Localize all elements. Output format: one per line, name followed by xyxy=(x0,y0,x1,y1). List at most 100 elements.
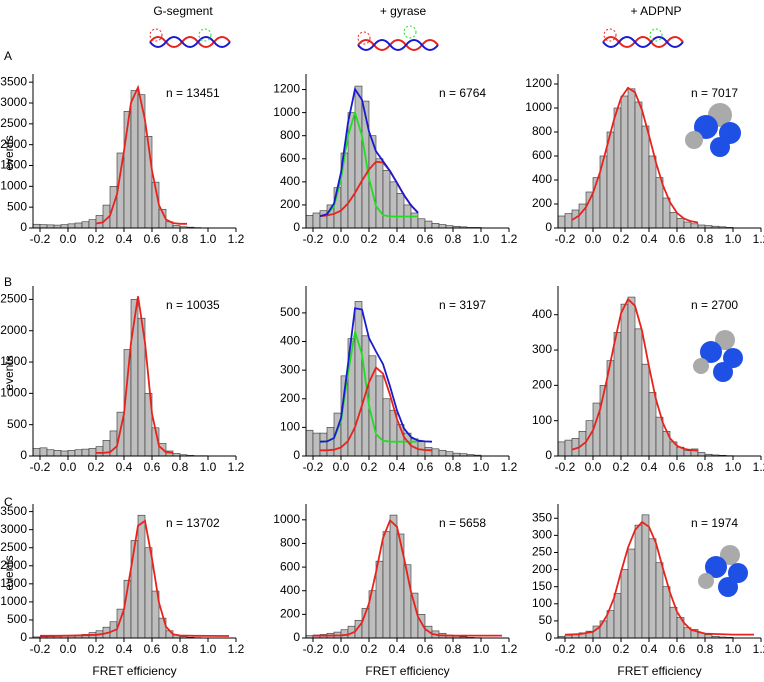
histogram-bar xyxy=(396,193,405,229)
y-tick-label: 2500 xyxy=(0,116,27,130)
y-tick-label: 600 xyxy=(532,148,552,162)
histogram-bar xyxy=(305,429,314,457)
histogram-bar xyxy=(704,634,713,639)
x-tick-label: 1.2 xyxy=(753,232,764,246)
annotation: n = 5658 xyxy=(439,516,486,530)
histogram-bar xyxy=(620,569,629,639)
histogram-bar xyxy=(669,212,678,229)
y-tick-label: 200 xyxy=(532,196,552,210)
x-tick-label: 0.2 xyxy=(613,460,630,474)
y-tick-label: 0 xyxy=(293,630,300,644)
x-tick-label: 0.6 xyxy=(417,232,434,246)
histogram-bar xyxy=(361,100,370,229)
histogram-bar xyxy=(613,593,622,639)
x-tick-label: 0.4 xyxy=(641,642,658,656)
x-tick-label: -0.2 xyxy=(30,642,51,656)
histogram-bar xyxy=(88,219,97,229)
y-tick-label: 500 xyxy=(7,417,27,431)
y-tick-label: 100 xyxy=(280,420,300,434)
histogram-bar xyxy=(634,524,643,639)
histogram-bar xyxy=(305,215,314,229)
x-tick-label: 0.4 xyxy=(116,460,133,474)
x-tick-label: 1.0 xyxy=(200,642,217,656)
histogram-bar xyxy=(648,155,657,229)
x-tick-label: 1.0 xyxy=(725,232,742,246)
x-tick-label: 0.0 xyxy=(60,232,77,246)
x-tick-label: 0.6 xyxy=(144,232,161,246)
histogram-bar xyxy=(88,448,97,457)
histogram-bar xyxy=(648,392,657,457)
row-label: B xyxy=(4,275,12,289)
y-tick-label: 3000 xyxy=(0,95,27,109)
histogram-bar xyxy=(676,218,685,229)
histogram-bar xyxy=(641,514,650,639)
y-tick-label: 800 xyxy=(280,128,300,142)
x-tick-label: 1.2 xyxy=(501,232,518,246)
x-tick-label: 0.0 xyxy=(60,642,77,656)
y-tick-label: 1000 xyxy=(0,179,27,193)
y-tick-label: 400 xyxy=(532,307,552,321)
x-tick-label: 1.0 xyxy=(473,642,490,656)
x-tick-label: 1.0 xyxy=(725,642,742,656)
histogram-bar xyxy=(438,449,447,457)
x-tick-label: 0.0 xyxy=(333,232,350,246)
x-tick-label: 1.2 xyxy=(228,232,245,246)
y-tick-label: 400 xyxy=(532,172,552,186)
x-axis-label: FRET efficiency xyxy=(617,664,701,678)
y-tick-label: 800 xyxy=(280,536,300,550)
x-tick-label: 0.0 xyxy=(333,642,350,656)
annotation: n = 1974 xyxy=(691,516,738,530)
x-tick-label: 0.6 xyxy=(417,642,434,656)
histogram-bar xyxy=(683,450,692,457)
histogram-bar xyxy=(431,448,440,457)
x-tick-label: 0.8 xyxy=(172,642,189,656)
row-label: C xyxy=(4,495,13,509)
x-tick-label: 0.6 xyxy=(669,642,686,656)
fit-curve xyxy=(571,86,699,224)
histogram-bar xyxy=(67,450,76,457)
y-tick-label: 1200 xyxy=(525,76,552,90)
y-tick-label: 400 xyxy=(280,174,300,188)
x-tick-label: 1.0 xyxy=(200,232,217,246)
x-tick-label: 0.2 xyxy=(88,460,105,474)
histogram-bar xyxy=(46,449,55,457)
x-tick-label: 0.6 xyxy=(144,642,161,656)
y-tick-label: 1500 xyxy=(0,576,27,590)
x-tick-label: 0.6 xyxy=(144,460,161,474)
x-tick-label: 0.8 xyxy=(172,460,189,474)
histogram-bar xyxy=(585,420,594,457)
y-tick-label: 200 xyxy=(280,197,300,211)
y-tick-label: 600 xyxy=(280,559,300,573)
histogram-bar xyxy=(620,95,629,229)
histogram-bar xyxy=(319,210,328,229)
x-tick-label: 0.0 xyxy=(585,232,602,246)
histogram-bar xyxy=(95,446,104,457)
y-tick-label: 300 xyxy=(532,342,552,356)
histogram-bar xyxy=(74,449,83,457)
y-tick-label: 2000 xyxy=(0,323,27,337)
histogram-bar xyxy=(613,107,622,229)
y-axis-label: events xyxy=(2,355,16,390)
histogram-bar xyxy=(375,375,384,457)
y-tick-label: 500 xyxy=(7,199,27,213)
x-axis-label: FRET efficiency xyxy=(92,664,176,678)
y-tick-label: 600 xyxy=(280,151,300,165)
x-tick-label: 0.2 xyxy=(361,232,378,246)
histogram-bar xyxy=(137,514,146,639)
y-tick-label: 3500 xyxy=(0,74,27,88)
y-tick-label: 1500 xyxy=(0,158,27,172)
histogram-bar xyxy=(354,301,363,457)
histogram-bar xyxy=(557,441,566,457)
histogram-bar xyxy=(375,158,384,229)
x-tick-label: 0.2 xyxy=(88,232,105,246)
histogram-bar xyxy=(53,450,62,457)
y-tick-label: 0 xyxy=(293,448,300,462)
histogram-bar xyxy=(319,432,328,457)
x-tick-label: 0.6 xyxy=(669,460,686,474)
x-tick-label: 1.2 xyxy=(228,460,245,474)
histogram-bar xyxy=(431,223,440,229)
fit-curve xyxy=(313,518,502,637)
y-tick-label: 350 xyxy=(532,510,552,524)
fit-curve xyxy=(564,520,754,636)
